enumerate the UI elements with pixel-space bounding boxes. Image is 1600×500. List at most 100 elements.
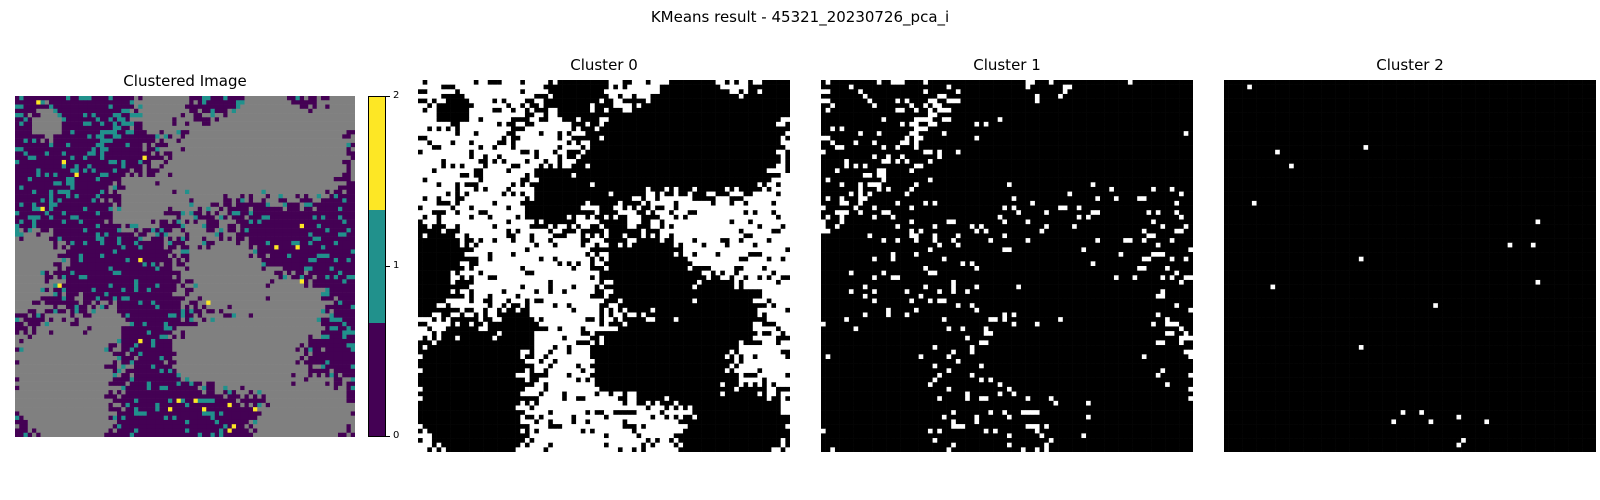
clustered-image-cell <box>134 360 139 365</box>
clustered-image-cell <box>193 245 199 250</box>
clustered-image-cell <box>248 304 254 310</box>
clustered-image-cell <box>240 283 245 289</box>
clustered-image-cell <box>223 351 228 357</box>
clustered-image-cell <box>295 96 301 101</box>
clustered-image-cell <box>219 104 224 110</box>
clustered-image-cell <box>44 321 50 327</box>
clustered-image-cell <box>333 245 339 250</box>
clustered-image-cell <box>91 121 97 127</box>
clustered-image-cell <box>261 113 267 118</box>
clustered-image-cell <box>210 202 216 208</box>
clustered-image-cell <box>299 326 305 331</box>
clustered-image-cell <box>265 257 271 263</box>
clustered-image-cell <box>129 245 135 250</box>
clustered-image-cell <box>117 326 122 331</box>
clustered-image-cell <box>278 121 284 127</box>
clustered-image-cell <box>70 172 75 178</box>
clustered-image-cell <box>253 172 258 178</box>
clustered-image-cell <box>129 338 135 344</box>
clustered-image-cell <box>117 96 122 101</box>
clustered-image-cell <box>316 309 322 314</box>
clustered-image-cell <box>219 270 224 276</box>
clustered-image-cell <box>257 168 262 174</box>
clustered-image-cell <box>189 189 194 195</box>
clustered-image-cell <box>244 270 250 276</box>
clustered-image-cell <box>185 100 190 105</box>
clustered-image-cell <box>197 309 203 314</box>
clustered-image-cell <box>240 351 245 357</box>
clustered-image-cell <box>329 266 335 272</box>
clustered-image-cell <box>274 211 279 216</box>
clustered-image-cell <box>168 198 173 203</box>
clustered-image-cell <box>155 159 160 165</box>
clustered-image-cell <box>270 287 275 293</box>
clustered-image-cell <box>146 155 152 161</box>
clustered-image-cell <box>308 125 313 131</box>
clustered-image-cell <box>91 283 97 289</box>
clustered-image-cell <box>121 253 126 259</box>
clustered-image-cell <box>295 125 301 131</box>
clustered-image-cell <box>197 125 203 131</box>
clustered-image-cell <box>66 194 71 199</box>
clustered-image-cell <box>151 236 156 242</box>
clustered-image-cell <box>53 164 58 169</box>
clustered-image-cell <box>210 275 216 280</box>
clustered-image-cell <box>287 134 292 139</box>
clustered-image-cell <box>261 223 267 229</box>
clustered-image-cell <box>100 176 105 182</box>
clustered-image-cell <box>121 317 126 323</box>
clustered-image-cell <box>312 249 318 255</box>
clustered-image-cell <box>342 232 347 237</box>
clustered-image-cell <box>342 134 347 139</box>
clustered-image-cell <box>121 155 126 161</box>
clustered-image-cell <box>278 172 284 178</box>
clustered-image-cell <box>244 134 250 139</box>
clustered-image-cell <box>214 228 220 233</box>
clustered-image-cell <box>189 104 194 110</box>
clustered-image-cell <box>19 351 24 357</box>
clustered-image-cell <box>32 317 37 323</box>
clustered-image-cell <box>83 300 88 306</box>
clustered-image-cell <box>223 113 228 118</box>
clustered-image-cell <box>197 168 203 174</box>
clustered-image-cell <box>49 257 54 263</box>
clustered-image-cell <box>74 134 80 139</box>
clustered-image-cell <box>189 155 194 161</box>
clustered-image-cell <box>236 321 241 327</box>
clustered-image-cell <box>180 211 186 216</box>
clustered-image-cell <box>312 96 318 101</box>
clustered-image-cell <box>129 283 135 289</box>
clustered-image-cell <box>108 287 114 293</box>
clustered-image-cell <box>261 257 267 263</box>
clustered-image-cell <box>197 334 203 340</box>
clustered-image-cell <box>151 189 156 195</box>
clustered-image-cell <box>176 343 182 348</box>
clustered-image-cell <box>44 219 50 225</box>
clustered-image-cell <box>104 300 109 306</box>
clustered-image-cell <box>299 283 305 289</box>
clustered-image-cell <box>274 300 279 306</box>
clustered-image-cell <box>74 283 80 289</box>
clustered-image-cell <box>202 185 207 191</box>
clustered-image-cell <box>231 257 237 263</box>
clustered-image-cell <box>346 300 352 306</box>
clustered-image-cell <box>346 138 352 144</box>
clustered-image-cell <box>138 309 143 314</box>
clustered-image-cell <box>321 96 326 101</box>
clustered-image-cell <box>299 232 305 237</box>
clustered-image-cell <box>248 245 254 250</box>
clustered-image-cell <box>121 326 126 331</box>
clustered-image-cell <box>104 296 109 301</box>
clustered-image-cell <box>78 176 84 182</box>
clustered-image-cell <box>172 172 177 178</box>
clustered-image-cell <box>308 117 313 122</box>
clustered-image-cell <box>112 262 118 267</box>
clustered-image-cell <box>185 330 190 335</box>
clustered-image-cell <box>329 283 335 289</box>
clustered-image-cell <box>210 257 216 263</box>
clustered-image-cell <box>278 181 284 186</box>
clustered-image-cell <box>270 270 275 276</box>
clustered-image-cell <box>312 287 318 293</box>
clustered-image-cell <box>61 351 67 357</box>
clustered-image-cell <box>236 283 241 289</box>
